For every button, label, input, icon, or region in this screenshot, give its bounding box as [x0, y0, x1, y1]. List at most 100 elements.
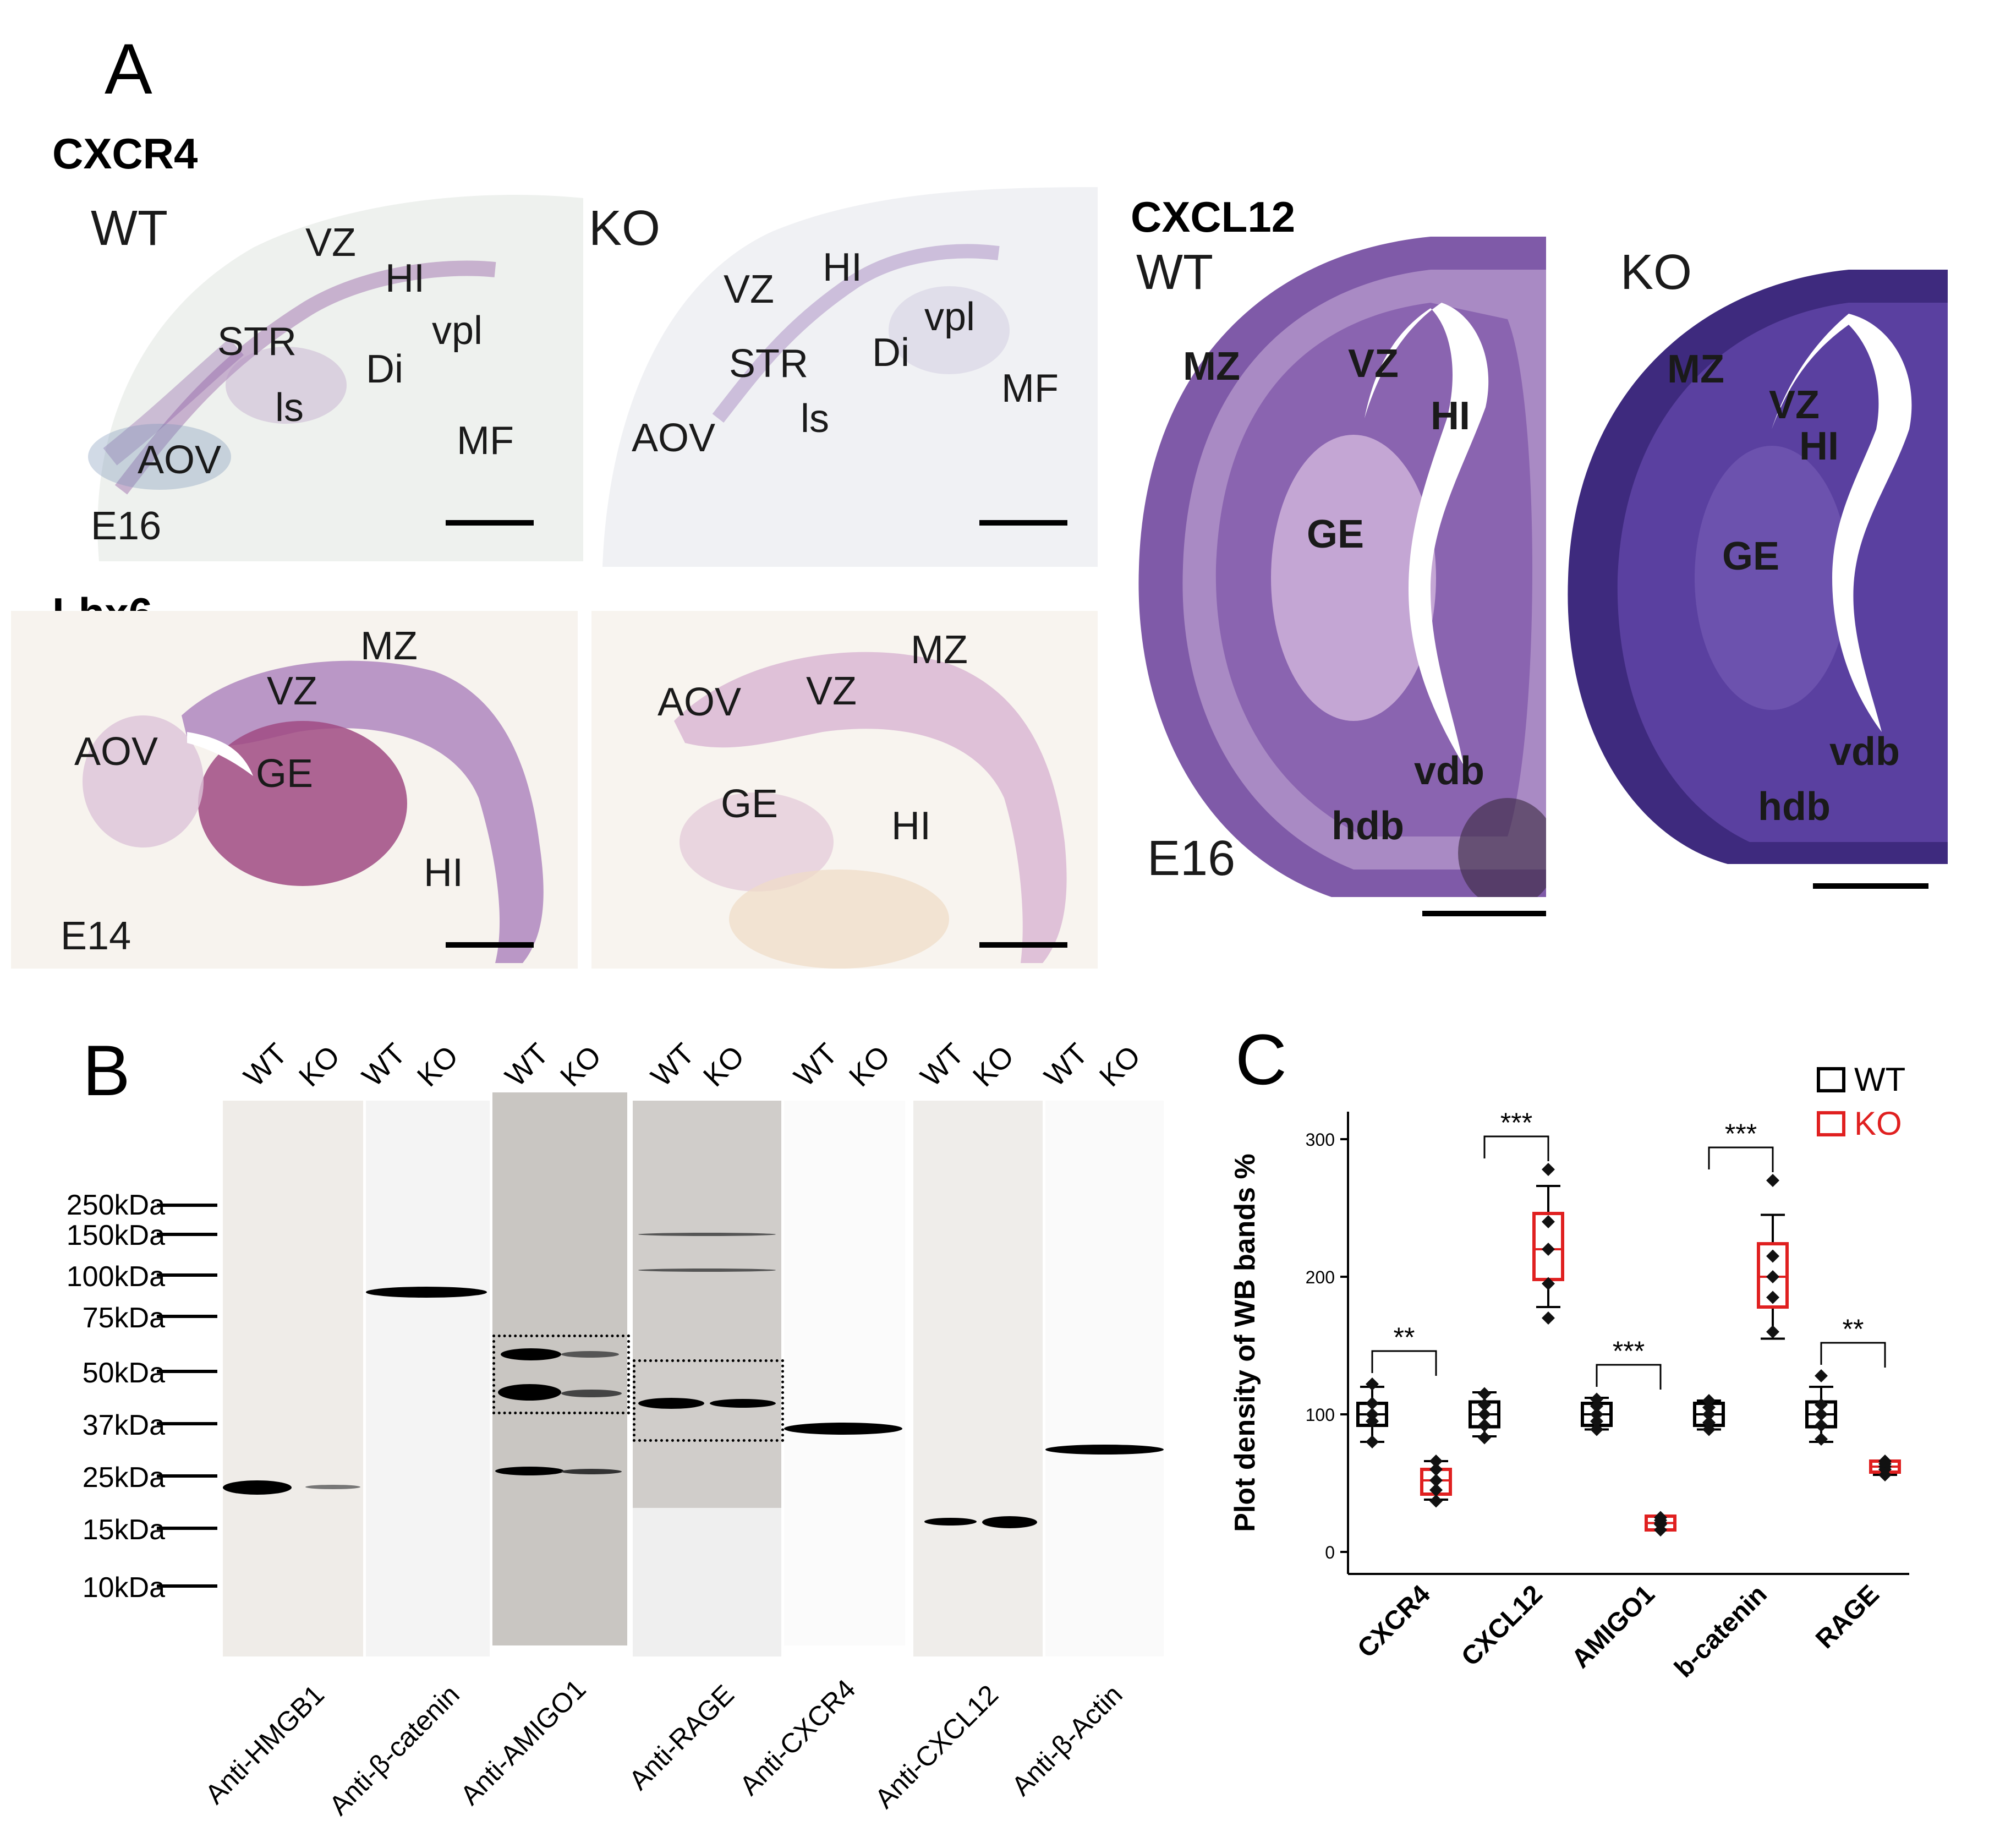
significance-bracket — [1596, 1364, 1662, 1390]
blot-band — [710, 1399, 776, 1408]
lane-header: KO — [410, 1039, 465, 1094]
lhx6-wt-section — [11, 611, 578, 969]
data-point — [1366, 1408, 1379, 1421]
cxcl12-wt-region: hdb — [1332, 804, 1404, 848]
cxcl12-ko-region: GE — [1722, 534, 1780, 578]
data-point — [1542, 1311, 1555, 1325]
data-point — [1766, 1174, 1779, 1187]
mw-marker: 250kDa — [66, 1189, 165, 1221]
lane-header: WT — [787, 1037, 844, 1094]
lhx6-ko-region: AOV — [657, 680, 742, 724]
lane-header: WT — [237, 1037, 294, 1094]
data-point — [1766, 1249, 1779, 1263]
lane-header: KO — [554, 1039, 608, 1094]
cxcr4-ko-region: VZ — [724, 267, 775, 311]
blot-band — [223, 1480, 292, 1495]
box-plot-chart: WT KO Plot density of WB bands % 0 100 200… — [1229, 1061, 1909, 1683]
x-tick-label: RAGE — [1810, 1579, 1885, 1654]
significance-label: *** — [1725, 1118, 1757, 1149]
data-point — [1478, 1387, 1491, 1401]
blot-amigo1 — [492, 1092, 630, 1645]
data-point — [1654, 1511, 1667, 1524]
data-point — [1702, 1394, 1716, 1407]
data-point — [1542, 1163, 1555, 1176]
y-axis-label: Plot density of WB bands % — [1229, 1153, 1261, 1532]
blot-cxcr4 — [784, 1101, 905, 1645]
data-point — [1702, 1423, 1716, 1436]
lhx6-wt-region: AOV — [74, 730, 158, 774]
lane-header: WT — [644, 1037, 701, 1094]
significance-label: ** — [1843, 1314, 1864, 1344]
cxcr4-ko-section — [591, 187, 1098, 567]
significance-label: ** — [1394, 1322, 1415, 1353]
cxcl12-ko-region: VZ — [1769, 383, 1820, 427]
data-point — [1815, 1433, 1828, 1446]
lhx6-ko-region: HI — [891, 804, 931, 848]
y-tick-label: 100 — [1306, 1405, 1335, 1425]
data-point — [1478, 1431, 1491, 1445]
data-point — [1366, 1397, 1379, 1410]
cxcl12-wt-genotype: WT — [1136, 245, 1213, 300]
blot-band — [561, 1469, 622, 1474]
significance-bracket — [1483, 1135, 1549, 1161]
lane-header: KO — [842, 1039, 897, 1094]
cxcl12-wt-region: VZ — [1348, 342, 1399, 386]
data-point — [1478, 1408, 1491, 1421]
data-point — [1766, 1270, 1779, 1283]
significance-bracket — [1820, 1342, 1886, 1368]
lane-header: WT — [498, 1037, 555, 1094]
lhx6-wt-region: MZ — [360, 624, 418, 668]
lane-header: WT — [1038, 1037, 1094, 1094]
significance-bracket — [1371, 1350, 1437, 1376]
data-point — [1429, 1463, 1443, 1476]
scale-bar — [446, 942, 534, 948]
data-point — [1702, 1401, 1716, 1414]
cxcr4-ko-region: HI — [823, 245, 862, 289]
data-point — [1366, 1435, 1379, 1448]
cxcr4-wt-region: STR — [217, 320, 297, 364]
x-tick-label: b-catenin — [1669, 1579, 1772, 1683]
cxcr4-wt-region: HI — [385, 256, 425, 300]
cxcl12-ko-region: hdb — [1758, 785, 1831, 829]
lane-header: KO — [697, 1039, 751, 1094]
blot-band — [1045, 1445, 1164, 1455]
blot-band — [501, 1348, 561, 1360]
cxcr4-wt-stage: E16 — [91, 504, 162, 548]
cxcl12-ko-region: HI — [1799, 424, 1839, 468]
cxcr4-wt-region: ls — [275, 386, 304, 430]
lhx6-wt-region: GE — [256, 752, 314, 796]
antibody-label: Anti-HMGB1 — [199, 1678, 331, 1810]
antibody-label: Anti-RAGE — [623, 1678, 741, 1796]
cxcr4-ko-region: ls — [801, 397, 829, 441]
panel-b-letter: B — [83, 1030, 130, 1111]
blot-band — [982, 1516, 1037, 1528]
significance-bracket — [1708, 1146, 1774, 1172]
data-point — [1366, 1414, 1379, 1428]
cxcl12-title: CXCL12 — [1131, 193, 1296, 241]
lhx6-ko-region: GE — [721, 782, 779, 826]
cxcr4-wt-region: AOV — [138, 438, 222, 482]
cxcl12-ko-section — [1563, 270, 1948, 864]
data-point — [1702, 1416, 1716, 1429]
blot-cxcl12 — [913, 1101, 1043, 1656]
lhx6-wt-region: HI — [424, 851, 463, 895]
scale-bar — [446, 520, 534, 526]
cxcl12-wt-region: HI — [1431, 394, 1470, 438]
blot-band — [495, 1467, 564, 1475]
blot-rage — [633, 1101, 784, 1508]
data-point — [1429, 1494, 1443, 1508]
lhx6-wt-region: VZ — [267, 669, 318, 713]
cxcr4-ko-region: vpl — [924, 295, 976, 339]
cxcr4-ko-genotype: KO — [589, 201, 661, 256]
cxcl12-wt-stage: E16 — [1147, 831, 1236, 886]
data-point — [1815, 1419, 1828, 1432]
data-point — [1590, 1414, 1603, 1428]
cxcl12-wt-region: vdb — [1414, 749, 1485, 793]
data-point — [1815, 1408, 1828, 1421]
cxcr4-wt-region: Di — [366, 347, 403, 391]
lane-header: WT — [355, 1037, 412, 1094]
panel-c-letter: C — [1235, 1019, 1287, 1100]
data-point — [1590, 1392, 1603, 1406]
blot-band — [561, 1351, 619, 1358]
significance-label: *** — [1613, 1336, 1645, 1366]
